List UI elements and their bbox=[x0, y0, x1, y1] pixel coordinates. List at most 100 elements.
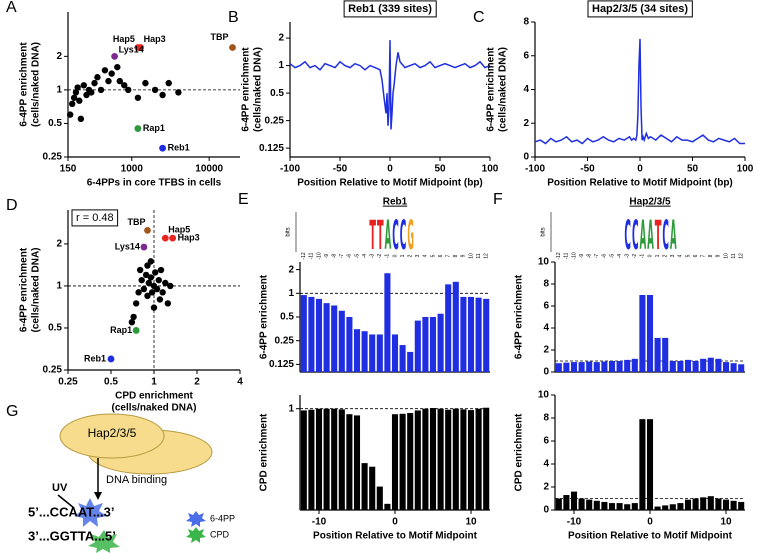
labeled-point bbox=[137, 44, 145, 51]
photoproduct-mark bbox=[88, 530, 120, 553]
y-tick-label: 2 bbox=[543, 345, 549, 356]
logo-position-label: 4 bbox=[423, 254, 429, 257]
logo-letters: TTACCG bbox=[369, 213, 414, 259]
bar bbox=[692, 361, 699, 372]
x-tick-label: 0 bbox=[392, 517, 398, 528]
bar bbox=[570, 362, 578, 372]
bar bbox=[475, 297, 482, 372]
bar bbox=[376, 334, 383, 372]
y-axis-label: (cells/naked DNA) bbox=[253, 47, 264, 132]
bar bbox=[563, 362, 570, 372]
bar bbox=[738, 501, 745, 510]
bar bbox=[323, 303, 330, 372]
y-axis-label: CPD enrichment bbox=[514, 413, 525, 491]
y-tick-label: 0.5 bbox=[48, 323, 62, 334]
point bbox=[105, 77, 112, 85]
logo-position-label: 1 bbox=[655, 254, 661, 257]
logo-position-label: -9 bbox=[579, 254, 585, 259]
logo-position-label: -2 bbox=[377, 254, 383, 259]
x-tick-label: -100 bbox=[280, 164, 300, 175]
logo-position-label: -10 bbox=[316, 252, 322, 259]
labeled-point bbox=[134, 125, 142, 132]
x-tick-label: 0 bbox=[647, 517, 653, 528]
point-label: TBP bbox=[210, 32, 228, 42]
bar bbox=[353, 415, 361, 510]
bar bbox=[483, 407, 490, 510]
x-tick-label: 150 bbox=[60, 164, 77, 175]
photoproduct-mark bbox=[74, 498, 107, 527]
point bbox=[72, 89, 80, 96]
y-tick-label: 0.25 bbox=[275, 335, 295, 346]
panel-letter: E bbox=[238, 191, 249, 208]
bar bbox=[452, 408, 459, 510]
bar bbox=[722, 499, 730, 510]
bar bbox=[722, 362, 730, 372]
y-axis-label: 6-4PP enrichment bbox=[19, 42, 30, 127]
x-axis-label: Position Relative to Motif Midpoint bbox=[313, 531, 478, 542]
x-axis-label: (cells/naked DNA) bbox=[111, 403, 196, 414]
bar bbox=[677, 503, 684, 510]
x-tick-label: 0.25 bbox=[58, 377, 78, 388]
y-tick-label: 1 bbox=[56, 85, 62, 96]
diagram-g: G Hap2/3/5 DNA binding UV 5’...CCAAT...3… bbox=[6, 403, 235, 553]
point bbox=[148, 289, 156, 296]
y-tick-label: 6 bbox=[543, 436, 549, 447]
bar bbox=[730, 363, 737, 372]
y-axis-label: (cells/naked DNA) bbox=[31, 247, 42, 332]
bar bbox=[369, 466, 376, 510]
point bbox=[80, 82, 88, 89]
y-tick-label: 1 bbox=[278, 60, 284, 71]
protein-shape bbox=[59, 413, 165, 459]
y-axis-label: (cells/naked DNA) bbox=[31, 42, 42, 127]
bar bbox=[684, 359, 692, 372]
logo-position-label: 8 bbox=[453, 254, 459, 257]
panel-letter: C bbox=[473, 9, 485, 26]
y-tick-label: 0.25 bbox=[43, 365, 63, 376]
y-tick-label: 0.125 bbox=[259, 143, 284, 154]
x-tick-label: 0 bbox=[387, 164, 393, 175]
point bbox=[121, 82, 128, 89]
bar bbox=[715, 358, 722, 372]
bar bbox=[631, 503, 638, 510]
y-axis-label: 6-4PP enrichment bbox=[486, 47, 497, 132]
logo-letters: CCAATCA bbox=[624, 213, 676, 259]
bar bbox=[467, 410, 475, 510]
point bbox=[74, 84, 81, 91]
chart: B 0.125 0.25 0.5 1 2 -100 -50 0 50 100 6-4PP enrich… bbox=[228, 0, 499, 189]
bar bbox=[399, 345, 406, 372]
point bbox=[114, 63, 121, 71]
bar bbox=[669, 361, 676, 372]
bar bbox=[369, 334, 376, 372]
logo-position-label: -5 bbox=[609, 254, 615, 259]
bar bbox=[586, 499, 593, 510]
legend-swatch bbox=[186, 527, 206, 543]
y-tick-label: 0.5 bbox=[48, 118, 62, 129]
point bbox=[136, 266, 144, 274]
binding-label: DNA binding bbox=[106, 474, 167, 486]
x-axis-label: 6-4PPs in core TFBS in cells bbox=[87, 178, 222, 189]
labeled-point bbox=[161, 234, 169, 242]
point bbox=[94, 74, 101, 81]
labeled-point bbox=[132, 327, 140, 334]
point bbox=[165, 79, 172, 87]
chart: A 0.25 0.5 1 2 150 1000 10000 6-4PP enrichment (c… bbox=[6, 0, 240, 189]
y-tick-label: 0.125 bbox=[269, 359, 294, 370]
point bbox=[83, 91, 90, 99]
bar bbox=[639, 419, 646, 510]
labeled-point bbox=[111, 52, 119, 60]
bar bbox=[384, 273, 391, 372]
bar bbox=[707, 496, 714, 510]
logo-position-label: -5 bbox=[354, 254, 360, 259]
logo-y-label: bits bbox=[286, 227, 292, 236]
y-tick-label: 4 bbox=[523, 84, 529, 95]
y-axis-label: 6-4PP enrichment bbox=[19, 247, 30, 332]
logo-position-label: 8 bbox=[708, 254, 714, 257]
logo-position-label: -2 bbox=[632, 254, 638, 259]
point bbox=[153, 285, 161, 293]
point-label: Reb1 bbox=[168, 143, 190, 153]
bar bbox=[391, 334, 399, 372]
bar bbox=[353, 329, 361, 372]
